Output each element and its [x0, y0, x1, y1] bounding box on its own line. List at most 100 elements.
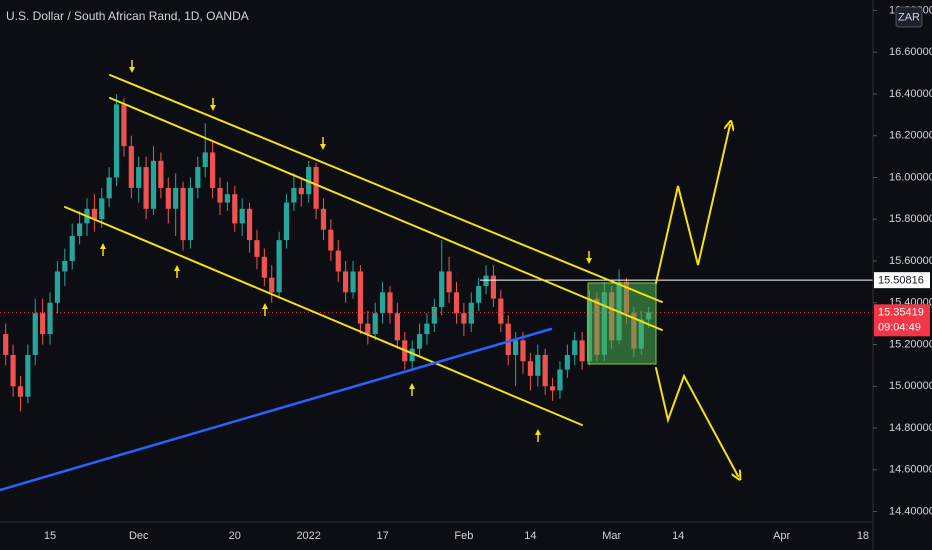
x-tick-label: 18 [857, 530, 869, 542]
candle-body [313, 167, 319, 209]
candle-body [365, 323, 371, 335]
y-tick-label: 14.80000 [889, 422, 932, 434]
candle-body [439, 271, 445, 307]
candle-body [572, 340, 578, 355]
candle-body [416, 334, 423, 349]
candle-body [91, 208, 97, 220]
candle-body [165, 187, 171, 209]
marker-arrows [100, 60, 592, 442]
candle-body [77, 223, 83, 236]
candle-body [32, 313, 38, 355]
candle-body [283, 202, 290, 241]
candle-body [446, 271, 452, 293]
y-tick-label: 15.20000 [889, 338, 932, 350]
candle-body [40, 313, 46, 335]
x-tick-label: Apr [773, 530, 790, 542]
y-tick-label: 16.40000 [889, 88, 932, 100]
candle-body [224, 194, 230, 203]
candle-body [468, 302, 474, 324]
candle-body [394, 313, 400, 341]
candle-body [239, 208, 245, 224]
candle-body [113, 104, 120, 178]
candle-body [232, 194, 238, 224]
channel-line [109, 74, 663, 303]
y-tick-label: 16.20000 [889, 130, 932, 142]
candle-body [387, 292, 393, 314]
candle-body [498, 298, 504, 324]
candle-body [173, 187, 179, 209]
candle-body [490, 275, 497, 299]
candle-body [343, 271, 349, 293]
projection-down [655, 367, 738, 476]
y-tick-label: 16.60000 [889, 46, 932, 58]
candle-body [150, 160, 157, 209]
x-tick-label: 2022 [296, 530, 320, 542]
y-tick-label: 14.40000 [889, 505, 932, 517]
last-price-box [874, 304, 930, 337]
x-tick-label: Mar [602, 530, 621, 542]
drawings [0, 60, 738, 492]
channel-line [109, 97, 663, 331]
candle-body [69, 235, 75, 261]
x-tick-label: Dec [129, 530, 149, 542]
candle-body [535, 354, 541, 376]
chart-title: U.S. Dollar / South African Rand, 1D, OA… [6, 9, 249, 23]
candle-body [99, 198, 105, 220]
candle-body [483, 275, 489, 287]
candle-body [372, 313, 378, 335]
candle-body [527, 361, 533, 376]
candle-body [542, 354, 548, 387]
level-label-box [874, 272, 930, 289]
candle-body [54, 271, 61, 303]
candle-body [202, 152, 208, 168]
candle-body [47, 302, 53, 335]
x-tick-label: 17 [376, 530, 388, 542]
candle-body [424, 323, 430, 335]
candle-body [320, 208, 327, 230]
level-label: 15.50816 [878, 275, 924, 287]
candle-body [328, 229, 334, 251]
candle-body [121, 104, 127, 147]
candle-body [25, 354, 31, 397]
candle-body [453, 292, 460, 314]
candle-body [357, 271, 364, 324]
last-price-label: 15.35419 [878, 307, 924, 319]
currency-badge [895, 6, 923, 28]
candle-body [579, 340, 585, 362]
candle-body [549, 386, 556, 391]
candle-body [269, 277, 275, 293]
channel-line [64, 206, 583, 426]
x-tick-label: 14 [524, 530, 536, 542]
countdown-label: 09:04:49 [878, 322, 921, 334]
x-tick-label: 20 [229, 530, 241, 542]
x-tick-label: 14 [672, 530, 684, 542]
candle-body [10, 354, 16, 387]
candle-body [476, 286, 482, 303]
candle-body [128, 146, 134, 188]
trend-line [0, 327, 553, 492]
y-tick-label: 15.00000 [889, 380, 932, 392]
candle-body [350, 271, 356, 293]
candle-body [106, 177, 112, 199]
candle-body [246, 208, 253, 241]
x-tick-label: Feb [454, 530, 473, 542]
candle-body [180, 187, 186, 241]
candle-body [17, 386, 24, 397]
candle-body [291, 187, 297, 203]
candle-body [505, 323, 511, 355]
y-tick-label: 15.80000 [889, 213, 932, 225]
candle-body [431, 306, 437, 324]
candle-body [557, 369, 563, 391]
projection-up [655, 125, 730, 284]
candle-body [335, 250, 341, 272]
y-tick-label: 15.60000 [889, 255, 932, 267]
candle-body [564, 354, 570, 370]
y-tick-label: 14.60000 [889, 464, 932, 476]
candle-body [276, 240, 282, 293]
candle-body [217, 187, 223, 203]
candle-body [261, 256, 267, 278]
candle-body [520, 340, 526, 362]
